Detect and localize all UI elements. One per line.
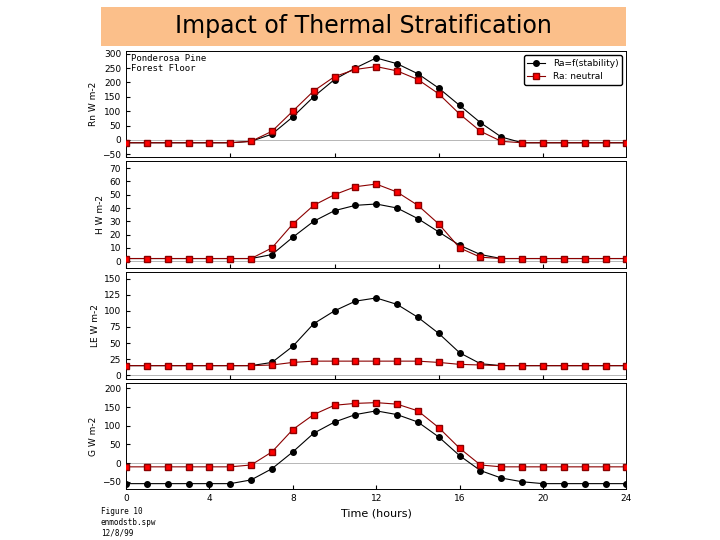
Y-axis label: LE W m-2: LE W m-2 bbox=[91, 304, 100, 347]
Text: Ponderosa Pine
Forest Floor: Ponderosa Pine Forest Floor bbox=[131, 54, 206, 73]
Y-axis label: Rn W m-2: Rn W m-2 bbox=[89, 82, 98, 126]
Y-axis label: G W m-2: G W m-2 bbox=[89, 416, 98, 456]
Legend: Ra=f(stability), Ra: neutral: Ra=f(stability), Ra: neutral bbox=[523, 55, 622, 85]
Text: Figure 10
enmodstb.spw
12/8/99: Figure 10 enmodstb.spw 12/8/99 bbox=[101, 508, 156, 537]
Y-axis label: H W m-2: H W m-2 bbox=[96, 195, 105, 234]
Text: Impact of Thermal Stratification: Impact of Thermal Stratification bbox=[175, 15, 552, 38]
X-axis label: Time (hours): Time (hours) bbox=[341, 509, 412, 518]
